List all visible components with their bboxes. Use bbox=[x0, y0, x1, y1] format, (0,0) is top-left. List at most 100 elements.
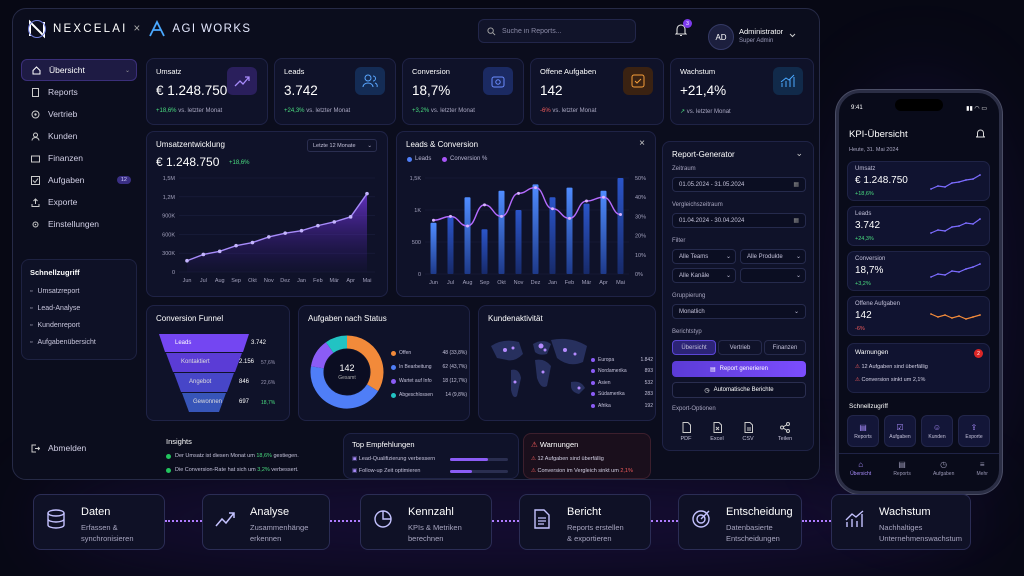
quick-item-label: Umsatzreport bbox=[37, 288, 80, 295]
flow-step-title: Kennzahl bbox=[408, 506, 454, 518]
auto-reports-button[interactable]: ◷ Automatische Berichte bbox=[672, 382, 806, 398]
bell-icon[interactable] bbox=[976, 129, 985, 139]
phone-tab-1[interactable]: ▤ Reports bbox=[893, 460, 911, 477]
zeitraum-field[interactable]: 01.05.2024 - 31.05.2024 ▦ bbox=[672, 177, 806, 192]
export-pdf-button[interactable]: PDF bbox=[671, 417, 701, 447]
produkte-value: Alle Produkte bbox=[747, 253, 783, 260]
chevron-down-icon[interactable]: ⌄ bbox=[795, 148, 803, 158]
filter-label: Filter bbox=[672, 238, 686, 244]
insight-text: Der Umsatz ist diesen Monat um bbox=[175, 453, 257, 459]
sidebar-item-einstellungen[interactable]: Einstellungen bbox=[21, 213, 137, 235]
quick-item-aufgabenuebersicht[interactable]: ▫ Aufgabenübersicht bbox=[30, 334, 128, 351]
phone-tab-0[interactable]: ⌂ Übersicht bbox=[850, 460, 871, 477]
produkte-select[interactable]: Alle Produkte ⌄ bbox=[740, 249, 806, 264]
growth-icon bbox=[845, 510, 864, 527]
kpi-card-conversion[interactable]: Conversion 18,7% +3,2% vs. letzter Monat bbox=[402, 58, 524, 125]
customer-activity-card: Kundenaktivität Europa 1.842 Nordamerika 89… bbox=[478, 305, 656, 421]
generate-report-button[interactable]: ▤ Report generieren bbox=[672, 361, 806, 377]
phone-quick-aufgaben[interactable]: ☑ Aufgaben bbox=[884, 415, 916, 447]
range-select[interactable]: Letzte 12 Monate ⌄ bbox=[307, 139, 377, 152]
sidebar-item-reports[interactable]: Reports bbox=[21, 81, 137, 103]
avatar[interactable]: AD bbox=[708, 24, 734, 50]
flow-step-bericht[interactable]: Bericht Reports erstellen & exportieren bbox=[519, 494, 651, 550]
kpi-card-offene-aufgaben[interactable]: Offene Aufgaben 142 -6% vs. letzter Mona… bbox=[530, 58, 664, 125]
phone-tab-2[interactable]: ◷ Aufgaben bbox=[933, 460, 954, 477]
chevron-down-icon[interactable] bbox=[789, 33, 796, 38]
sparkline-path bbox=[930, 174, 981, 190]
user-menu[interactable]: Administrator Super Admin bbox=[739, 27, 783, 44]
close-icon[interactable]: × bbox=[639, 138, 645, 149]
recommendation-item[interactable]: ▣ Follow-up Zeit optimieren bbox=[352, 468, 420, 474]
phone-warning-item[interactable]: ⚠ 12 Aufgaben sind überfällig bbox=[855, 364, 928, 370]
insight-text-end: gestiegen. bbox=[271, 453, 299, 459]
teams-select[interactable]: Alle Teams ⌄ bbox=[672, 249, 736, 264]
y2-tick-label: 0% bbox=[635, 272, 643, 278]
sidebar-item-uebersicht[interactable]: Übersicht ⌄ bbox=[21, 59, 137, 81]
warning-item[interactable]: ⚠ Conversion im Vergleich sinkt um 2,1% bbox=[531, 468, 633, 474]
sidebar-item-aufgaben[interactable]: Aufgaben 12 bbox=[21, 169, 137, 191]
y-tick-label: 500 bbox=[412, 240, 421, 246]
share-button[interactable]: Teilen bbox=[770, 417, 800, 447]
quick-item-kundenreport[interactable]: ▫ Kundenreport bbox=[30, 317, 128, 334]
kanaele-select[interactable]: Alle Kanäle ⌄ bbox=[672, 268, 736, 283]
export-excel-button[interactable]: Excel bbox=[702, 417, 732, 447]
typ-uebersicht-button[interactable]: Übersicht bbox=[672, 340, 716, 355]
flow-step-desc: Nachhaltiges Unternehmenswachstum bbox=[879, 522, 962, 544]
warning-item[interactable]: ⚠ 12 Aufgaben sind überfällig bbox=[531, 456, 604, 462]
insight-item: Die Conversion-Rate hat sich um 3,2% ver… bbox=[166, 467, 299, 473]
quick-icon: ☺ bbox=[932, 422, 942, 432]
phone-kpi-umsatz[interactable]: Umsatz € 1.248.750 +18,6% bbox=[847, 161, 990, 201]
quick-item-umsatzreport[interactable]: ▫ Umsatzreport bbox=[30, 283, 128, 300]
phone-warning-item[interactable]: ⚠ Conversion sinkt um 2,1% bbox=[855, 377, 925, 383]
legend-conversion: Conversion % bbox=[442, 156, 487, 162]
sidebar-item-vertrieb[interactable]: Vertrieb bbox=[21, 103, 137, 125]
phone-kpi-leads[interactable]: Leads 3.742 +24,3% bbox=[847, 206, 990, 246]
region-dot bbox=[591, 357, 595, 362]
phone-tabs: ⌂ Übersicht ▤ Reports ◷ Aufgaben ≡ Mehr bbox=[839, 454, 999, 477]
vergleich-field[interactable]: 01.04.2024 - 30.04.2024 ▦ bbox=[672, 213, 806, 228]
phone-tab-3[interactable]: ≡ Mehr bbox=[977, 460, 988, 477]
flow-desc-line: Nachhaltiges bbox=[879, 523, 923, 532]
recommendation-item[interactable]: ▣ Lead-Qualifizierung verbessern bbox=[352, 456, 435, 462]
kpi-card-umsatz[interactable]: Umsatz € 1.248.750 +18,6% vs. letzter Mo… bbox=[146, 58, 268, 125]
sparkline-point bbox=[951, 182, 953, 184]
flow-step-wachstum[interactable]: Wachstum Nachhaltiges Unternehmenswachstum bbox=[831, 494, 971, 550]
phone-quick-kunden[interactable]: ☺ Kunden bbox=[921, 415, 953, 447]
sidebar-item-exporte[interactable]: Exporte bbox=[21, 191, 137, 213]
sidebar-item-kunden[interactable]: Kunden bbox=[21, 125, 137, 147]
notification-button[interactable]: 3 bbox=[674, 19, 692, 42]
search-input[interactable] bbox=[502, 27, 622, 35]
flow-step-kennzahl[interactable]: Kennzahl KPIs & Metriken berechnen bbox=[360, 494, 492, 550]
leads-bar bbox=[447, 216, 454, 274]
trend-up-icon bbox=[227, 67, 257, 95]
logout-button[interactable]: Abmelden bbox=[21, 437, 137, 459]
typ-finanzen-button[interactable]: Finanzen bbox=[764, 340, 806, 355]
flow-step-analyse[interactable]: Analyse Zusammenhänge erkennen bbox=[202, 494, 330, 550]
phone-kpi-offene-aufgaben[interactable]: Offene Aufgaben 142 -6% bbox=[847, 296, 990, 336]
export-csv-button[interactable]: CSV bbox=[733, 417, 763, 447]
sparkline-point bbox=[979, 314, 981, 316]
phone-quick-exporte[interactable]: ⇪ Exporte bbox=[958, 415, 990, 447]
quick-item-lead-analyse[interactable]: ▫ Lead-Analyse bbox=[30, 300, 128, 317]
export-icon bbox=[31, 197, 40, 207]
funnel-stage-angebot bbox=[174, 373, 234, 392]
phone-kpi-conversion[interactable]: Conversion 18,7% +3,2% bbox=[847, 251, 990, 291]
phone-sparkline bbox=[930, 174, 981, 190]
gruppierung-select[interactable]: Monatlich ⌄ bbox=[672, 304, 806, 319]
kpi-card-wachstum[interactable]: Wachstum +21,4% ↗ vs. letzter Monat bbox=[670, 58, 814, 125]
tab-icon: ▤ bbox=[898, 460, 906, 469]
y-tick-label: 900K bbox=[162, 214, 175, 220]
flow-step-daten[interactable]: Daten Erfassen & synchronisieren bbox=[33, 494, 165, 550]
flow-step-entscheidung[interactable]: Entscheidung Datenbasierte Entscheidungen bbox=[678, 494, 802, 550]
phone-quick-reports[interactable]: ▤ Reports bbox=[847, 415, 879, 447]
logout-label: Abmelden bbox=[48, 443, 87, 453]
recommendation-label: Lead-Qualifizierung verbessern bbox=[358, 456, 436, 462]
y2-tick-label: 50% bbox=[635, 176, 646, 182]
sidebar-item-finanzen[interactable]: Finanzen bbox=[21, 147, 137, 169]
kpi-card-leads[interactable]: Leads 3.742 +24,3% vs. letzter Monat bbox=[274, 58, 396, 125]
tasks-donut-chart bbox=[310, 335, 384, 409]
legend-swatch bbox=[442, 156, 447, 162]
typ-vertrieb-button[interactable]: Vertrieb bbox=[718, 340, 762, 355]
search-box[interactable] bbox=[478, 19, 636, 43]
extra-filter-select[interactable]: ⌄ bbox=[740, 268, 806, 283]
